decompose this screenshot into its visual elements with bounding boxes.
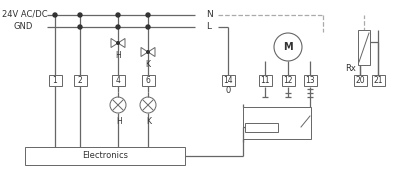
Text: 24V AC/DC: 24V AC/DC [2,9,48,18]
Text: H: H [116,117,122,127]
Circle shape [117,42,119,44]
Circle shape [147,51,149,53]
Circle shape [78,25,82,29]
Bar [372,75,384,85]
Text: 0: 0 [225,85,231,95]
Text: 21: 21 [373,75,383,85]
Bar [354,75,366,85]
Text: 6: 6 [146,75,150,85]
Text: 1: 1 [53,75,57,85]
Text: Rx: Rx [345,63,356,73]
Bar [282,75,294,85]
Text: 4: 4 [116,75,120,85]
Circle shape [146,13,150,17]
Text: N: N [206,9,213,18]
Bar [142,75,154,85]
Text: Electronics: Electronics [82,152,128,161]
Bar [258,75,272,85]
Bar [74,75,86,85]
Text: H: H [115,51,121,60]
Text: 14: 14 [223,75,233,85]
Bar [245,122,278,132]
Circle shape [78,13,82,17]
Circle shape [116,25,120,29]
Text: K: K [146,60,150,68]
Text: 11: 11 [260,75,270,85]
Text: L: L [206,21,211,31]
Text: K: K [146,117,152,127]
Text: M: M [283,42,293,52]
Bar [112,75,124,85]
Circle shape [146,25,150,29]
Text: 20: 20 [355,75,365,85]
Circle shape [116,13,120,17]
Text: GND: GND [13,21,32,31]
Bar [48,75,62,85]
Bar [304,75,316,85]
Circle shape [53,13,57,17]
Bar [358,30,370,65]
Bar [243,107,311,139]
Text: 13: 13 [305,75,315,85]
Text: 12: 12 [283,75,293,85]
Bar [222,75,234,85]
Bar [25,147,185,165]
Text: 2: 2 [78,75,82,85]
